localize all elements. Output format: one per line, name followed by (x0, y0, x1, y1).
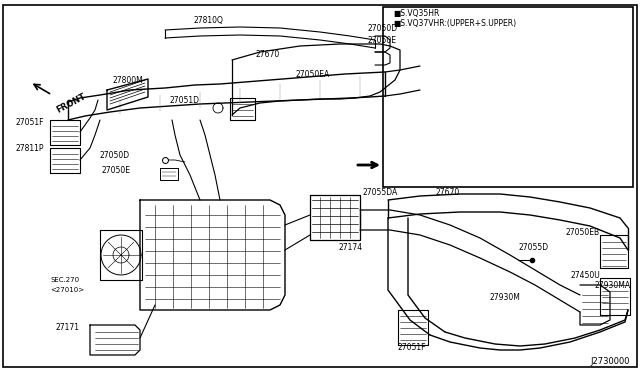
Text: 27810Q: 27810Q (194, 16, 224, 25)
Text: J2730000: J2730000 (590, 357, 630, 366)
Text: 27670: 27670 (256, 49, 280, 58)
Text: 27051F: 27051F (398, 343, 426, 353)
Text: 27174: 27174 (339, 244, 363, 253)
Text: 27050EA: 27050EA (296, 70, 330, 78)
Text: 27811P: 27811P (15, 144, 44, 153)
Text: 27055D: 27055D (519, 244, 549, 253)
Text: SEC.270: SEC.270 (50, 277, 79, 283)
Text: <27010>: <27010> (50, 287, 84, 293)
Text: FRONT: FRONT (55, 92, 88, 115)
Text: 27051D: 27051D (170, 96, 200, 105)
Text: 27450U: 27450U (570, 270, 600, 279)
Text: ■S.VQ35HR: ■S.VQ35HR (393, 9, 440, 17)
Text: ■S.VQ37VHR:(UPPER+S.UPPER): ■S.VQ37VHR:(UPPER+S.UPPER) (393, 19, 516, 28)
Text: 27050D: 27050D (368, 23, 398, 32)
Text: 27055DA: 27055DA (363, 187, 398, 196)
Bar (383, 7, 633, 187)
Text: 27800M: 27800M (112, 76, 143, 84)
Text: 27171: 27171 (55, 324, 79, 333)
Text: 27930MA: 27930MA (595, 280, 631, 289)
Text: 27050E: 27050E (101, 166, 130, 174)
Text: 27930M: 27930M (490, 294, 521, 302)
Text: 27050EB: 27050EB (566, 228, 600, 237)
Text: 27050E: 27050E (368, 35, 397, 45)
Text: 27670: 27670 (436, 187, 460, 196)
Text: 27050D: 27050D (100, 151, 130, 160)
Text: 27051F: 27051F (15, 118, 44, 126)
